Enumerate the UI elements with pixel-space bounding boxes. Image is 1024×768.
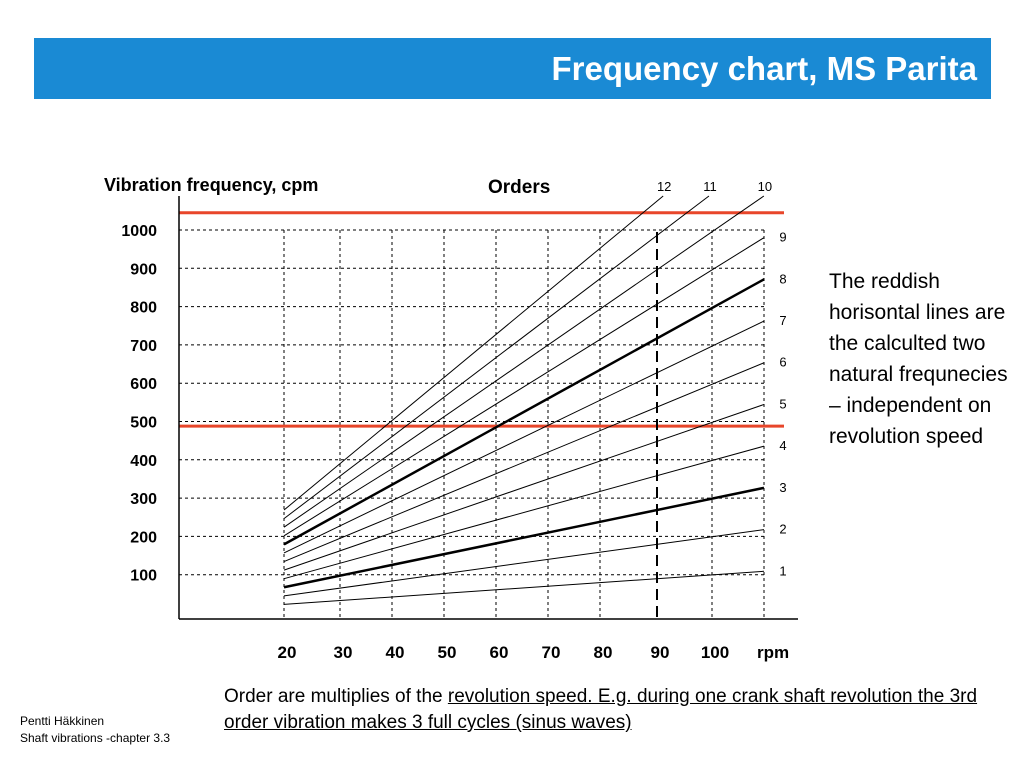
natural-frequency-note: The reddish horisontal lines are the cal… xyxy=(829,270,1008,448)
order-label: 12 xyxy=(657,179,671,194)
order-line-6 xyxy=(283,362,765,562)
order-line-12 xyxy=(283,195,664,511)
order-line-2 xyxy=(283,529,765,597)
order-label: 3 xyxy=(779,480,786,495)
order-label: 11 xyxy=(703,179,717,194)
order-label: 8 xyxy=(779,271,786,286)
order-label: 10 xyxy=(758,179,772,194)
x-tick-label: 90 xyxy=(651,643,670,662)
y-axis-title: Vibration frequency, cpm xyxy=(104,175,318,195)
order-line-9 xyxy=(283,237,765,537)
order-line-5 xyxy=(283,403,765,571)
x-tick-label: 20 xyxy=(278,643,297,662)
order-line-7 xyxy=(283,320,765,554)
y-tick-label: 600 xyxy=(130,376,157,393)
y-tick-label: 800 xyxy=(130,300,157,317)
order-label: 9 xyxy=(779,230,786,245)
y-tick-label: 700 xyxy=(130,338,157,355)
order-caption: Order are multiplies of the revolution s… xyxy=(224,684,984,736)
y-tick-label: 200 xyxy=(130,529,157,546)
order-label: 7 xyxy=(779,313,786,328)
footer: Pentti Häkkinen Shaft vibrations -chapte… xyxy=(20,713,170,747)
order-line-10 xyxy=(283,195,765,528)
order-line-8 xyxy=(283,278,765,546)
y-tick-label: 1000 xyxy=(121,223,157,240)
x-axis-title: rpm xyxy=(757,643,789,662)
caption-plain-text: Order are multiplies of the xyxy=(224,686,448,707)
title-banner: Frequency chart, MS Parita xyxy=(34,38,991,99)
x-tick-label: 30 xyxy=(334,643,353,662)
order-line-1 xyxy=(283,570,765,605)
order-line-11 xyxy=(283,195,710,520)
x-tick-label: 80 xyxy=(594,643,613,662)
order-label: 2 xyxy=(779,522,786,537)
x-tick-label: 40 xyxy=(386,643,405,662)
order-label: 4 xyxy=(779,438,786,453)
footer-author: Pentti Häkkinen xyxy=(20,714,105,728)
order-line-3 xyxy=(283,486,765,589)
order-label: 1 xyxy=(779,563,786,578)
y-tick-label: 900 xyxy=(130,261,157,278)
order-line-4 xyxy=(283,445,765,580)
x-tick-label: 100 xyxy=(701,643,729,662)
y-tick-label: 100 xyxy=(130,568,157,585)
order-label: 6 xyxy=(779,355,786,370)
orders-title: Orders xyxy=(488,177,550,198)
y-tick-label: 500 xyxy=(130,415,157,432)
caption-underlined-text: revolution speed. E.g. during one crank … xyxy=(224,686,978,733)
y-tick-label: 400 xyxy=(130,453,157,470)
x-tick-label: 60 xyxy=(490,643,509,662)
x-tick-label: 50 xyxy=(438,643,457,662)
x-tick-label: 70 xyxy=(542,643,561,662)
order-label: 5 xyxy=(779,396,786,411)
page-title: Frequency chart, MS Parita xyxy=(551,50,977,87)
footer-subtitle: Shaft vibrations -chapter 3.3 xyxy=(20,731,171,745)
y-tick-label: 300 xyxy=(130,491,157,508)
